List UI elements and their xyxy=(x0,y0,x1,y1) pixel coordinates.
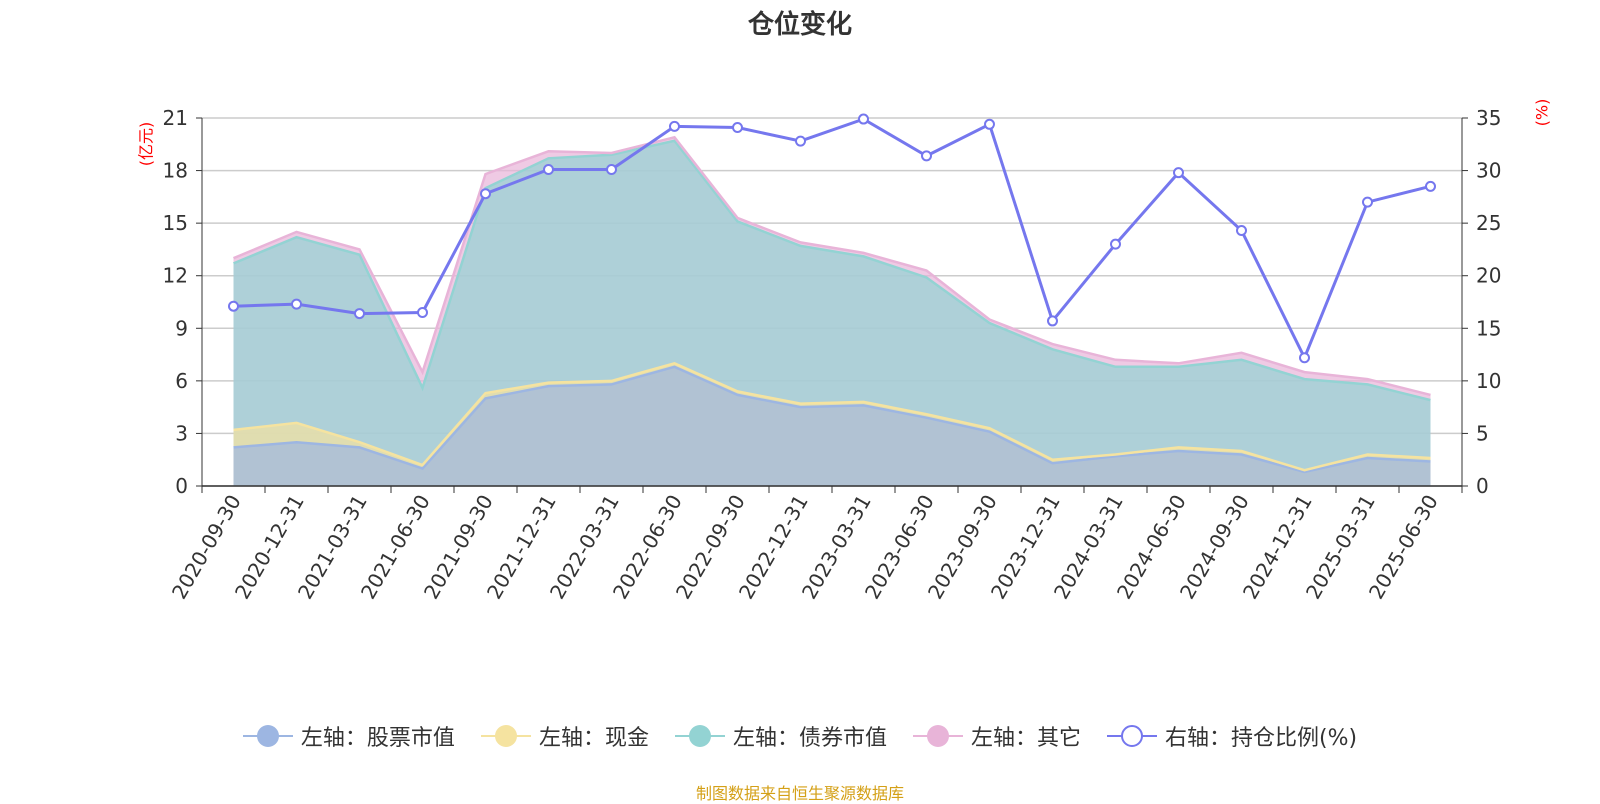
legend-circle-icon xyxy=(912,724,963,748)
line-point xyxy=(606,164,617,176)
legend: 左轴：股票市值 左轴：现金 左轴：债券市值 左轴：其它 右轴：持仓比例(%) xyxy=(0,720,1600,752)
left-tick-label: 12 xyxy=(163,264,188,288)
legend-label: 左轴：债券市值 xyxy=(732,726,887,751)
chart-title: 仓位变化 xyxy=(747,10,852,40)
legend-label: 左轴：其它 xyxy=(970,726,1081,751)
line-point xyxy=(228,300,239,312)
right-tick-label: 25 xyxy=(1476,211,1501,235)
right-tick-label: 30 xyxy=(1476,159,1501,183)
line-point xyxy=(1299,352,1310,364)
line-point xyxy=(669,120,680,132)
line-point xyxy=(795,135,806,147)
line-point xyxy=(732,121,743,133)
left-tick-label: 9 xyxy=(175,316,188,340)
legend-item[interactable]: 左轴：股票市值 xyxy=(242,720,455,752)
line-point xyxy=(1047,315,1058,327)
line-point xyxy=(1236,225,1247,237)
line-point xyxy=(354,308,365,320)
legend-line-marker-icon xyxy=(1106,724,1157,748)
area-edge-2 xyxy=(233,139,1431,402)
line-point xyxy=(1425,180,1436,192)
line-series-0 xyxy=(233,117,1431,362)
line-point xyxy=(480,188,491,200)
left-axis-unit: (亿元) xyxy=(136,121,156,167)
legend-item[interactable]: 左轴：现金 xyxy=(480,720,649,752)
right-axis-unit: (%) xyxy=(1532,98,1552,127)
right-tick-label: 10 xyxy=(1476,369,1501,393)
left-tick-label: 15 xyxy=(163,211,188,235)
line-point xyxy=(921,150,932,162)
line-point xyxy=(984,118,995,130)
right-tick-label: 15 xyxy=(1476,316,1501,340)
right-tick-label: 20 xyxy=(1476,264,1501,288)
left-tick-label: 18 xyxy=(163,159,188,183)
line-point xyxy=(291,298,302,310)
area-0 xyxy=(233,366,1431,486)
line-point xyxy=(1362,196,1373,208)
left-tick-label: 6 xyxy=(175,369,188,393)
legend-label: 左轴：股票市值 xyxy=(300,726,455,751)
area-edge-0 xyxy=(233,365,1431,474)
legend-item[interactable]: 左轴：债券市值 xyxy=(674,720,887,752)
legend-circle-icon xyxy=(242,724,293,748)
legend-label: 右轴：持仓比例(%) xyxy=(1164,726,1358,751)
right-tick-label: 5 xyxy=(1476,421,1489,445)
legend-item[interactable]: 左轴：其它 xyxy=(912,720,1081,752)
line-point xyxy=(858,113,869,125)
line-point xyxy=(417,307,428,319)
line-point xyxy=(543,164,554,176)
line-point xyxy=(1110,238,1121,250)
legend-circle-icon xyxy=(480,724,531,748)
area-edge-3 xyxy=(233,135,1431,397)
right-tick-label: 0 xyxy=(1476,474,1489,498)
source-footer: 制图数据来自恒生聚源数据库 xyxy=(695,784,904,803)
left-tick-label: 21 xyxy=(163,106,188,130)
right-tick-label: 35 xyxy=(1476,106,1501,130)
legend-item[interactable]: 右轴：持仓比例(%) xyxy=(1106,720,1358,752)
line-point xyxy=(1173,167,1184,179)
left-tick-label: 3 xyxy=(175,421,188,445)
left-tick-label: 0 xyxy=(175,474,188,498)
legend-label: 左轴：现金 xyxy=(538,726,649,751)
legend-circle-icon xyxy=(674,724,725,748)
area-edge-1 xyxy=(233,361,1431,472)
